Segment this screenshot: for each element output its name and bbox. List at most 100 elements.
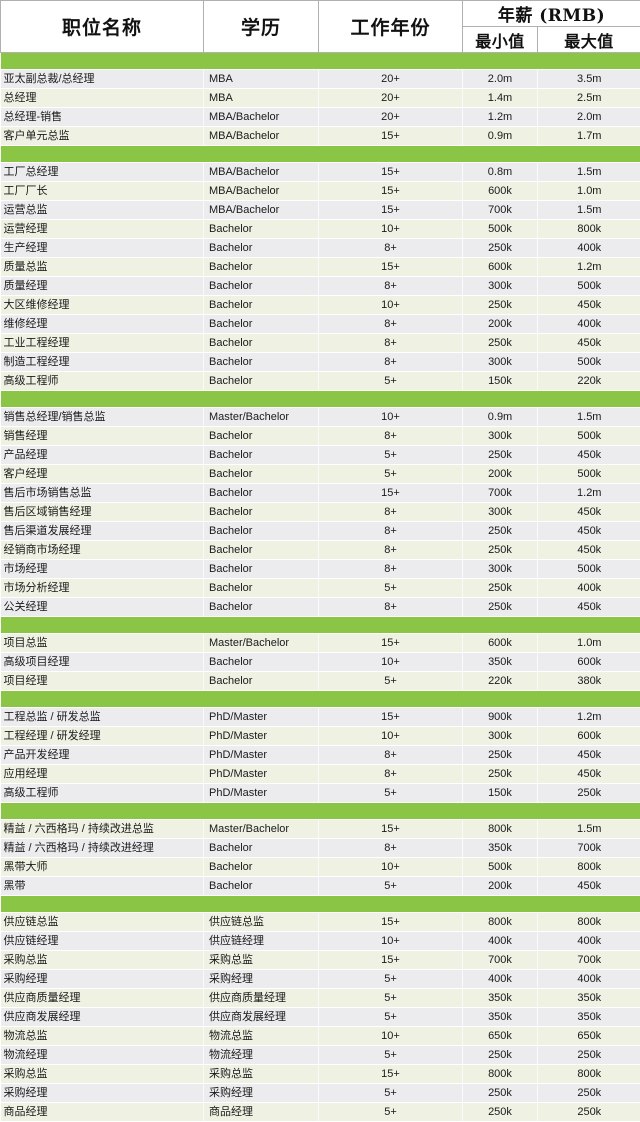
cell-experience: 15+	[319, 951, 463, 970]
cell-salary-min: 700k	[463, 201, 538, 220]
cell-job-title: 高级工程师	[1, 372, 204, 391]
cell-salary-max: 350k	[538, 1008, 640, 1027]
header-salary-max: 最大值	[538, 27, 640, 53]
cell-experience: 8+	[319, 541, 463, 560]
cell-job-title: 工程总监 / 研发总监	[1, 708, 204, 727]
section-separator-section-project	[1, 617, 640, 634]
cell-job-title: 售后渠道发展经理	[1, 522, 204, 541]
cell-salary-max: 250k	[538, 1103, 640, 1122]
cell-job-title: 亚太副总裁/总经理	[1, 70, 204, 89]
cell-salary-min: 200k	[463, 315, 538, 334]
cell-salary-min: 0.9m	[463, 408, 538, 427]
cell-job-title: 供应商发展经理	[1, 1008, 204, 1027]
cell-education: Bachelor	[204, 296, 319, 315]
section-separator-section-operations	[1, 146, 640, 163]
cell-experience: 15+	[319, 182, 463, 201]
cell-education: PhD/Master	[204, 784, 319, 803]
cell-job-title: 项目总监	[1, 634, 204, 653]
cell-job-title: 总经理-销售	[1, 108, 204, 127]
cell-salary-max: 400k	[538, 579, 640, 598]
cell-education: MBA/Bachelor	[204, 108, 319, 127]
cell-job-title: 质量经理	[1, 277, 204, 296]
cell-salary-min: 0.8m	[463, 163, 538, 182]
cell-salary-max: 400k	[538, 239, 640, 258]
cell-salary-max: 220k	[538, 372, 640, 391]
cell-experience: 15+	[319, 258, 463, 277]
cell-salary-min: 500k	[463, 220, 538, 239]
cell-education: Bachelor	[204, 427, 319, 446]
header-education: 学历	[204, 1, 319, 53]
cell-salary-min: 250k	[463, 1084, 538, 1103]
cell-experience: 15+	[319, 163, 463, 182]
cell-education: Bachelor	[204, 503, 319, 522]
section-separator-section-executive	[1, 53, 640, 70]
cell-education: Bachelor	[204, 315, 319, 334]
cell-salary-max: 1.0m	[538, 182, 640, 201]
cell-job-title: 供应商质量经理	[1, 989, 204, 1008]
cell-job-title: 客户单元总监	[1, 127, 204, 146]
cell-job-title: 采购总监	[1, 1065, 204, 1084]
cell-education: 供应链经理	[204, 932, 319, 951]
cell-salary-max: 800k	[538, 913, 640, 932]
cell-salary-min: 600k	[463, 258, 538, 277]
cell-experience: 8+	[319, 334, 463, 353]
cell-salary-max: 500k	[538, 353, 640, 372]
cell-job-title: 高级项目经理	[1, 653, 204, 672]
cell-salary-min: 220k	[463, 672, 538, 691]
cell-education: MBA	[204, 89, 319, 108]
cell-experience: 15+	[319, 708, 463, 727]
cell-job-title: 黑带大师	[1, 858, 204, 877]
cell-salary-max: 2.5m	[538, 89, 640, 108]
cell-job-title: 运营总监	[1, 201, 204, 220]
cell-job-title: 客户经理	[1, 465, 204, 484]
cell-experience: 10+	[319, 858, 463, 877]
cell-experience: 5+	[319, 970, 463, 989]
cell-job-title: 采购经理	[1, 1084, 204, 1103]
cell-salary-min: 600k	[463, 634, 538, 653]
cell-education: Bachelor	[204, 484, 319, 503]
cell-job-title: 产品开发经理	[1, 746, 204, 765]
cell-experience: 10+	[319, 932, 463, 951]
cell-salary-min: 300k	[463, 277, 538, 296]
cell-job-title: 产品经理	[1, 446, 204, 465]
cell-education: 物流总监	[204, 1027, 319, 1046]
cell-education: 供应链总监	[204, 913, 319, 932]
section-separator-bar	[1, 691, 640, 708]
cell-education: PhD/Master	[204, 746, 319, 765]
cell-salary-max: 450k	[538, 334, 640, 353]
cell-experience: 5+	[319, 1084, 463, 1103]
cell-education: Bachelor	[204, 653, 319, 672]
cell-salary-min: 1.4m	[463, 89, 538, 108]
cell-salary-max: 600k	[538, 727, 640, 746]
cell-salary-min: 250k	[463, 746, 538, 765]
cell-experience: 15+	[319, 484, 463, 503]
cell-education: 商品经理	[204, 1103, 319, 1122]
cell-education: Bachelor	[204, 258, 319, 277]
cell-experience: 20+	[319, 89, 463, 108]
cell-salary-max: 450k	[538, 296, 640, 315]
cell-salary-max: 400k	[538, 932, 640, 951]
cell-job-title: 工厂厂长	[1, 182, 204, 201]
cell-salary-min: 250k	[463, 579, 538, 598]
cell-experience: 15+	[319, 634, 463, 653]
cell-salary-min: 200k	[463, 465, 538, 484]
cell-education: 采购总监	[204, 951, 319, 970]
cell-experience: 5+	[319, 1046, 463, 1065]
cell-experience: 5+	[319, 372, 463, 391]
